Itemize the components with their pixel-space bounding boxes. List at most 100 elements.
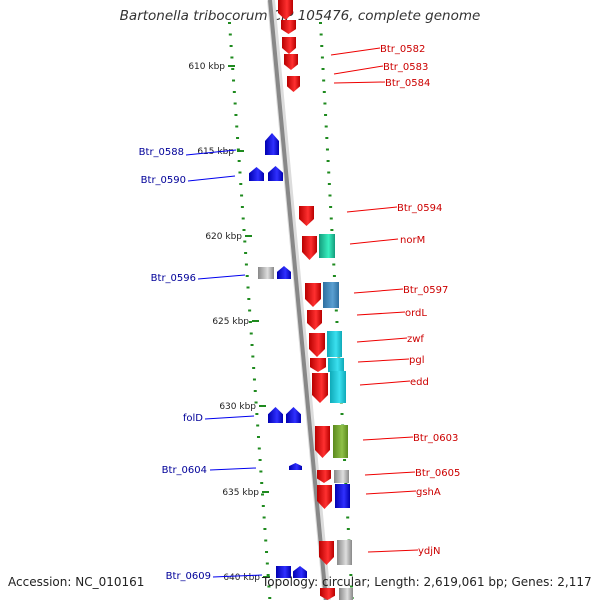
gene-btr0594-arrow <box>299 206 314 226</box>
gene-label-btr_0588[interactable]: Btr_0588 <box>139 147 184 158</box>
guide-dot-left <box>261 505 265 507</box>
guide-dot-right <box>332 263 336 266</box>
leader-line-fold <box>204 415 255 420</box>
guide-dot-right <box>329 206 333 208</box>
guide-dot-left <box>250 344 254 346</box>
gene-gsha-box <box>335 484 350 508</box>
guide-dot-right <box>346 516 350 519</box>
gene-btr0584-arrow <box>287 76 300 92</box>
guide-dot-right <box>332 275 336 277</box>
leader-line-btr_0604 <box>209 467 257 471</box>
guide-dot-right <box>325 148 329 151</box>
guide-dot-left <box>263 528 267 530</box>
guide-dot-left <box>256 424 260 427</box>
guide-dot-left <box>231 68 235 70</box>
gene-btr0603-box <box>333 425 348 458</box>
guide-dot-left <box>248 309 252 312</box>
gene-label-btr_0584[interactable]: Btr_0584 <box>385 78 430 89</box>
guide-dot-left <box>240 194 244 197</box>
ruler-label-635: 635 kbp <box>222 488 259 498</box>
gene-btr0582-arrow <box>278 0 293 20</box>
guide-dot-left <box>257 447 261 450</box>
guide-dot-left <box>232 91 236 93</box>
guide-dot-left <box>256 436 260 438</box>
guide-dot-left <box>234 114 238 116</box>
leader-line-btr_0603 <box>362 436 414 441</box>
ruler-label-625: 625 kbp <box>212 317 249 327</box>
gene-label-ordl[interactable]: ordL <box>405 308 427 319</box>
gene-btr0590-arrow-a <box>249 167 264 181</box>
guide-dot-left <box>239 183 243 185</box>
guide-dot-right <box>324 114 328 116</box>
guide-dot-left <box>252 367 256 369</box>
gene-label-norm[interactable]: norM <box>400 235 425 246</box>
gene-fold-arrow-b <box>286 407 301 423</box>
gene-label-btr_0609[interactable]: Btr_0609 <box>166 571 211 582</box>
gene-label-ydjn[interactable]: ydjN <box>418 546 441 557</box>
leader-line-btr_0609 <box>212 574 263 578</box>
gene-label-btr_0604[interactable]: Btr_0604 <box>162 465 207 476</box>
gene-label-fold[interactable]: folD <box>183 413 203 424</box>
guide-dot-right <box>327 171 331 174</box>
gene-label-btr_0603[interactable]: Btr_0603 <box>413 433 458 444</box>
leader-line-btr_0596 <box>197 274 246 280</box>
guide-dot-left <box>229 45 233 47</box>
gene-label-btr_0605[interactable]: Btr_0605 <box>415 468 460 479</box>
gene-btr0609-box <box>276 566 291 578</box>
gene-label-edd[interactable]: edd <box>410 377 429 388</box>
guide-dot-right <box>322 91 326 93</box>
guide-dot-right <box>325 137 329 139</box>
guide-dot-right <box>328 194 332 197</box>
guide-dot-left <box>232 79 236 82</box>
guide-dot-left <box>243 240 247 243</box>
gene-edd-box <box>330 371 346 403</box>
gene-label-btr_0582[interactable]: Btr_0582 <box>380 44 425 55</box>
gene-label-gsha[interactable]: gshA <box>416 487 441 498</box>
leader-line-ydjn <box>367 549 419 553</box>
gene-ydjn-box <box>337 540 352 565</box>
guide-dot-left <box>252 378 256 381</box>
leader-line-edd <box>359 380 411 386</box>
gene-ordl-arrow <box>307 310 322 330</box>
gene-label-btr_0596[interactable]: Btr_0596 <box>151 273 196 284</box>
leader-line-pgl <box>357 358 410 363</box>
guide-dot-left <box>267 585 271 588</box>
gene-features <box>249 0 353 600</box>
gene-label-btr_0590[interactable]: Btr_0590 <box>141 175 186 186</box>
guide-dot-right <box>330 229 334 231</box>
guide-dot-left <box>259 470 263 473</box>
gene-btr0605-box <box>334 470 349 483</box>
guide-dot-right <box>326 160 330 162</box>
guide-dot-right <box>329 217 333 220</box>
gene-label-pgl[interactable]: pgl <box>409 355 424 366</box>
gene-label-btr_0594[interactable]: Btr_0594 <box>397 203 442 214</box>
guide-dot-left <box>242 229 246 231</box>
gene-fold-arrow-a <box>268 407 283 423</box>
leader-line-btr_0588 <box>185 149 237 156</box>
gene-label-zwf[interactable]: zwf <box>407 334 424 345</box>
map-title: Bartonella tribocorum CIP 105476, comple… <box>119 8 481 24</box>
guide-dot-left <box>247 298 251 300</box>
gene-label-btr_0597[interactable]: Btr_0597 <box>403 285 448 296</box>
guide-dot-right <box>343 459 347 461</box>
guide-dot-left <box>236 148 240 151</box>
gene-pgl-arrow <box>310 358 326 372</box>
guide-dot-right <box>335 321 339 323</box>
gene-arrow <box>281 20 296 34</box>
guide-dot-right <box>323 102 327 105</box>
gene-edd-arrow <box>312 373 328 403</box>
guide-dot-left <box>255 413 259 415</box>
guide-dot-right <box>346 528 350 530</box>
guide-dot-left <box>260 482 264 484</box>
leader-line-btr_0584 <box>333 81 386 84</box>
gene-btr0583-arrow <box>282 37 296 54</box>
gene-label-btr_0583[interactable]: Btr_0583 <box>383 62 428 73</box>
gene-btr0596-box <box>258 267 274 279</box>
leader-line-ordl <box>356 311 406 316</box>
guide-dot-right <box>324 125 328 128</box>
guide-dot-left <box>241 217 245 220</box>
guide-dot-left <box>265 562 269 565</box>
guide-dot-left <box>265 551 269 553</box>
